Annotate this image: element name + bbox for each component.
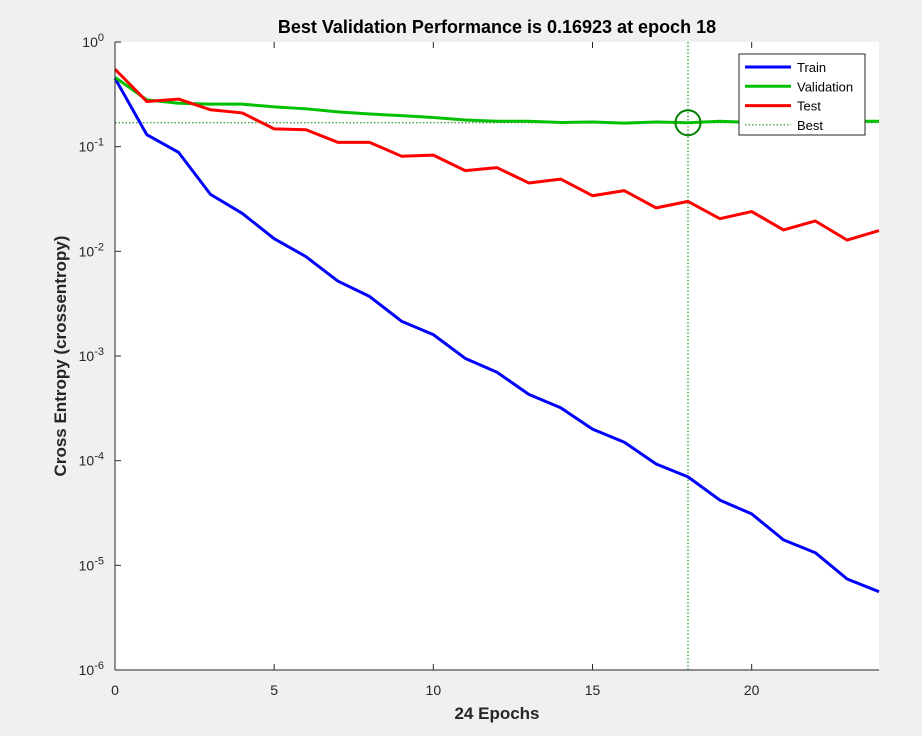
y-tick-label: 100 <box>82 32 104 50</box>
legend: Train Validation Test Best <box>738 53 866 136</box>
y-tick-base: 10 <box>79 662 95 678</box>
y-tick-base: 10 <box>79 348 95 364</box>
x-ticks: 0 5 10 15 20 <box>111 42 760 698</box>
y-tick-label: 10-2 <box>79 241 104 259</box>
x-axis-label: 24 Epochs <box>454 704 539 723</box>
y-tick-label: 10-5 <box>79 555 104 573</box>
y-tick-exponent: -1 <box>94 137 104 149</box>
x-tick-label: 15 <box>585 682 601 698</box>
x-tick-label: 10 <box>426 682 442 698</box>
y-tick-label: 10-4 <box>79 451 104 469</box>
y-tick-exponent: -3 <box>94 346 104 358</box>
y-tick-base: 10 <box>79 243 95 259</box>
y-tick-base: 10 <box>82 34 98 50</box>
x-tick-label: 5 <box>270 682 278 698</box>
y-tick-label: 10-3 <box>79 346 104 364</box>
y-tick-exponent: -5 <box>94 555 104 567</box>
series-line-test <box>113 68 880 242</box>
chart-title: Best Validation Performance is 0.16923 a… <box>278 17 716 37</box>
y-tick-exponent: 0 <box>98 32 104 44</box>
y-tick-exponent: -6 <box>94 660 104 672</box>
legend-label-test: Test <box>797 99 821 114</box>
y-tick-exponent: -2 <box>94 241 104 253</box>
y-tick-label: 10-6 <box>79 660 104 678</box>
legend-label-best: Best <box>797 118 823 133</box>
y-axis-label: Cross Entropy (crossentropy) <box>51 236 70 477</box>
x-tick-label: 0 <box>111 682 119 698</box>
y-tick-base: 10 <box>79 139 95 155</box>
x-tick-label: 20 <box>744 682 760 698</box>
plot-area <box>115 42 879 670</box>
y-tick-base: 10 <box>79 453 95 469</box>
series-line-train <box>113 77 880 594</box>
y-tick-exponent: -4 <box>94 451 104 463</box>
y-tick-label: 10-1 <box>79 137 104 155</box>
best-marker <box>674 109 702 137</box>
legend-label-train: Train <box>797 60 826 75</box>
y-tick-base: 10 <box>79 557 95 573</box>
legend-label-validation: Validation <box>797 79 853 94</box>
